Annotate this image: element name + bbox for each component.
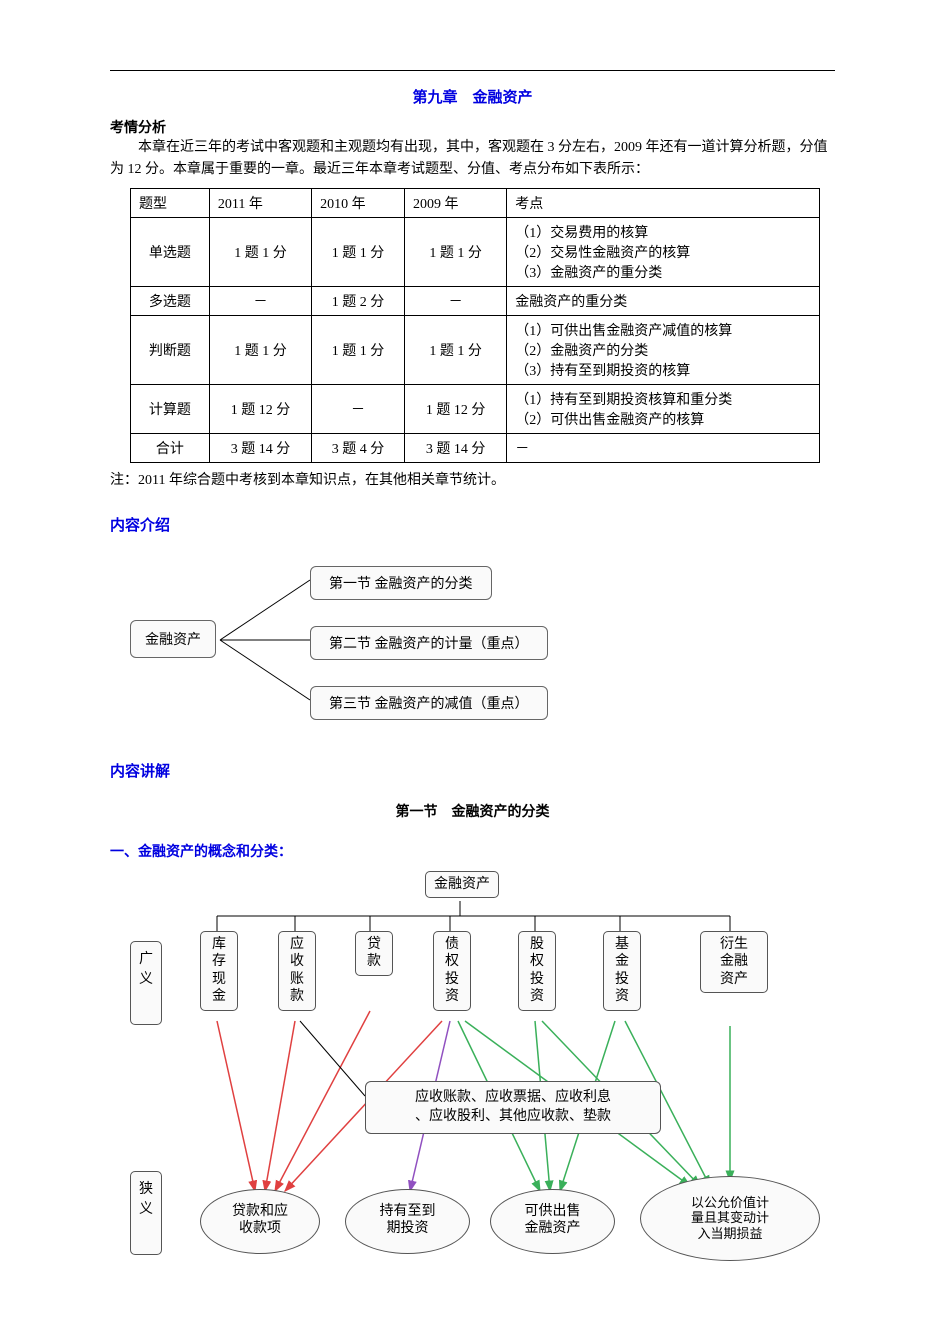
narrow-item-3: 以公允价值计量且其变动计入当期损益 <box>640 1176 820 1261</box>
table-cell: 1 题 1 分 <box>209 217 311 286</box>
d1-node-3: 第三节 金融资产的减值（重点） <box>310 686 548 720</box>
broad-item-1: 应收账款 <box>278 931 316 1011</box>
table-cell: 多选题 <box>131 286 210 315</box>
d1-node-2: 第二节 金融资产的计量（重点） <box>310 626 548 660</box>
table-row: 合计3 题 14 分3 题 4 分3 题 14 分－ <box>131 433 820 462</box>
table-cell: 合计 <box>131 433 210 462</box>
th-2011: 2011 年 <box>209 188 311 217</box>
th-type: 题型 <box>131 188 210 217</box>
side-label-broad: 广义 <box>130 941 162 1025</box>
broad-item-2: 贷款 <box>355 931 393 976</box>
table-cell: 单选题 <box>131 217 210 286</box>
table-cell: 金融资产的重分类 <box>507 286 820 315</box>
table-cell: 3 题 14 分 <box>404 433 506 462</box>
table-cell: － <box>312 384 405 433</box>
narrow-item-2: 可供出售金融资产 <box>490 1189 615 1254</box>
th-2010: 2010 年 <box>312 188 405 217</box>
broad-item-3: 债权投资 <box>433 931 471 1011</box>
analysis-paragraph: 本章在近三年的考试中客观题和主观题均有出现，其中，客观题在 3 分左右，2009… <box>110 137 835 182</box>
table-cell: 判断题 <box>131 315 210 384</box>
exam-table: 题型 2011 年 2010 年 2009 年 考点 单选题1 题 1 分1 题… <box>130 188 820 463</box>
table-cell: － <box>404 286 506 315</box>
table-cell: 1 题 12 分 <box>209 384 311 433</box>
th-2009: 2009 年 <box>404 188 506 217</box>
concept-diagram: 金融资产 广义 狭义 库存现金 应收账款 贷款 债权投资 股权投资 基金投资 衍… <box>110 871 830 1271</box>
table-row: 多选题－1 题 2 分－金融资产的重分类 <box>131 286 820 315</box>
table-cell: － <box>209 286 311 315</box>
table-row: 计算题1 题 12 分－1 题 12 分（1）持有至到期投资核算和重分类（2）可… <box>131 384 820 433</box>
broad-item-6: 衍生金融资产 <box>700 931 768 994</box>
table-cell: 计算题 <box>131 384 210 433</box>
narrow-item-1: 持有至到期投资 <box>345 1189 470 1254</box>
table-row: 判断题1 题 1 分1 题 1 分1 题 1 分（1）可供出售金融资产减值的核算… <box>131 315 820 384</box>
th-points: 考点 <box>507 188 820 217</box>
analysis-heading: 考情分析 <box>110 117 835 137</box>
table-cell: 1 题 1 分 <box>209 315 311 384</box>
explain-heading: 内容讲解 <box>110 760 835 781</box>
table-cell: 1 题 1 分 <box>312 315 405 384</box>
side-label-narrow: 狭义 <box>130 1171 162 1255</box>
table-cell: 3 题 4 分 <box>312 433 405 462</box>
broad-item-5: 基金投资 <box>603 931 641 1011</box>
table-cell: 1 题 1 分 <box>404 315 506 384</box>
d1-root-node: 金融资产 <box>130 620 216 658</box>
subheading-1: 一、金融资产的概念和分类： <box>110 841 835 861</box>
d1-node-1: 第一节 金融资产的分类 <box>310 566 492 600</box>
table-note: 注：2011 年综合题中考核到本章知识点，在其他相关章节统计。 <box>110 469 835 489</box>
content-intro-diagram: 金融资产 第一节 金融资产的分类 第二节 金融资产的计量（重点） 第三节 金融资… <box>130 550 835 730</box>
broad-item-0: 库存现金 <box>200 931 238 1011</box>
table-cell: （1）交易费用的核算（2）交易性金融资产的核算（3）金融资产的重分类 <box>507 217 820 286</box>
content-intro-heading: 内容介绍 <box>110 514 835 535</box>
mid-box: 应收账款、应收票据、应收利息、应收股利、其他应收款、垫款 <box>365 1081 661 1134</box>
table-cell: （1）可供出售金融资产减值的核算（2）金融资产的分类（3）持有至到期投资的核算 <box>507 315 820 384</box>
table-row: 单选题1 题 1 分1 题 1 分1 题 1 分（1）交易费用的核算（2）交易性… <box>131 217 820 286</box>
section1-title: 第一节 金融资产的分类 <box>110 801 835 821</box>
broad-item-4: 股权投资 <box>518 931 556 1011</box>
table-cell: （1）持有至到期投资核算和重分类（2）可供出售金融资产的核算 <box>507 384 820 433</box>
d2-root: 金融资产 <box>425 871 499 899</box>
chapter-title: 第九章 金融资产 <box>110 86 835 107</box>
table-cell: － <box>507 433 820 462</box>
table-cell: 3 题 14 分 <box>209 433 311 462</box>
table-cell: 1 题 1 分 <box>312 217 405 286</box>
narrow-item-0: 贷款和应收款项 <box>200 1189 320 1254</box>
table-cell: 1 题 1 分 <box>404 217 506 286</box>
table-cell: 1 题 2 分 <box>312 286 405 315</box>
table-cell: 1 题 12 分 <box>404 384 506 433</box>
